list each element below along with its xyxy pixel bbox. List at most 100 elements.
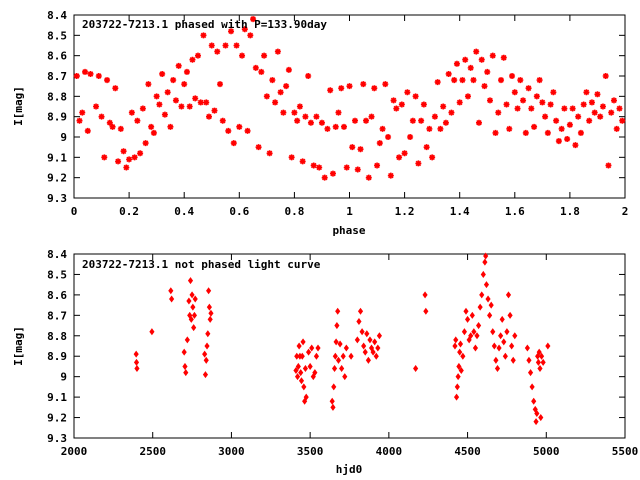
data-point [418, 117, 425, 124]
data-point [483, 281, 490, 289]
data-point [510, 356, 516, 364]
phased-light-curve-chart: 8.48.58.68.78.88.999.19.29.3 0 0.2 0.4 0.6 0… [12, 9, 628, 237]
data-point [183, 369, 189, 377]
data-point [191, 311, 198, 319]
data-point [448, 109, 455, 116]
data-point [423, 307, 429, 315]
data-point [334, 322, 340, 330]
data-point [332, 123, 339, 130]
data-point [192, 295, 198, 303]
data-point [407, 134, 414, 140]
data-point [409, 117, 416, 124]
x-axis-label: hjd0 [336, 463, 363, 476]
data-point [79, 109, 86, 116]
y-axis-ticks: 8.4 8.5 8.6 8.7 8.8 8.9 9 9.1 9.2 9.3 [47, 9, 625, 205]
data-point [73, 73, 80, 79]
data-point [525, 85, 532, 92]
data-point [426, 125, 433, 132]
data-point [415, 160, 422, 167]
y-tick-label: 8.5 [47, 268, 67, 281]
data-point [504, 328, 510, 336]
data-point [365, 356, 371, 364]
data-point [455, 373, 461, 381]
data-point [207, 315, 213, 323]
data-point [331, 364, 338, 372]
data-point [476, 322, 482, 330]
data-point [205, 113, 212, 120]
data-point [473, 48, 480, 55]
data-point [429, 154, 436, 161]
data-point [484, 68, 491, 75]
data-point [357, 146, 364, 153]
data-point [164, 89, 171, 96]
data-point [93, 103, 100, 110]
data-point [126, 156, 133, 163]
data-point [498, 77, 505, 84]
data-point [349, 144, 356, 151]
data-point [502, 352, 508, 360]
data-point [555, 138, 562, 145]
data-point [277, 89, 284, 96]
data-point [462, 56, 469, 63]
data-point [197, 99, 204, 106]
data-point [343, 164, 350, 171]
data-point [540, 358, 546, 366]
data-point [342, 373, 348, 381]
x-tick-label: 0.6 [229, 205, 249, 218]
data-point [170, 77, 177, 84]
data-point [528, 105, 535, 112]
data-point [485, 295, 491, 303]
data-point [376, 140, 383, 147]
data-point [296, 103, 303, 110]
x-tick-label: 2500 [139, 445, 166, 458]
data-point [437, 125, 444, 132]
data-point [376, 332, 382, 340]
data-point [352, 117, 359, 124]
data-point [84, 127, 91, 134]
data-point [187, 277, 194, 285]
data-point [372, 338, 378, 346]
data-point [527, 369, 534, 377]
data-point [494, 364, 501, 372]
data-point [148, 123, 155, 130]
data-point [613, 125, 620, 132]
data-point [202, 350, 208, 358]
data-point [536, 348, 542, 356]
y-tick-label: 8.9 [47, 350, 67, 363]
data-point [610, 97, 617, 104]
data-point [313, 352, 320, 360]
data-point [471, 328, 477, 336]
data-point [149, 328, 155, 336]
y-tick-label: 8.8 [47, 90, 67, 103]
data-point [134, 117, 141, 124]
data-point [517, 77, 524, 84]
data-point [109, 123, 116, 130]
data-point [205, 330, 211, 338]
data-point [558, 125, 565, 132]
data-point [616, 105, 623, 112]
data-point [167, 123, 174, 130]
data-point [295, 362, 301, 370]
data-point [120, 148, 127, 155]
data-point [385, 134, 392, 140]
data-point [333, 338, 339, 346]
data-point [310, 162, 317, 169]
data-point [294, 373, 301, 381]
y-tick-label: 9.3 [47, 432, 67, 445]
data-point [493, 356, 499, 364]
data-point [472, 344, 479, 352]
data-point [332, 352, 338, 360]
data-point [214, 48, 221, 55]
y-axis-label: I[mag] [12, 86, 25, 126]
data-point [137, 150, 144, 157]
y-tick-label: 8.6 [47, 50, 67, 63]
y-tick-label: 8.7 [47, 70, 67, 83]
data-point [538, 352, 545, 360]
data-point [512, 332, 518, 340]
y-axis-ticks: 8.4 8.5 8.6 8.7 8.8 8.9 9 9.1 9.2 9.3 [47, 248, 625, 445]
data-point [487, 97, 494, 104]
data-point [203, 99, 210, 106]
data-point [481, 83, 488, 90]
data-point [547, 101, 554, 108]
